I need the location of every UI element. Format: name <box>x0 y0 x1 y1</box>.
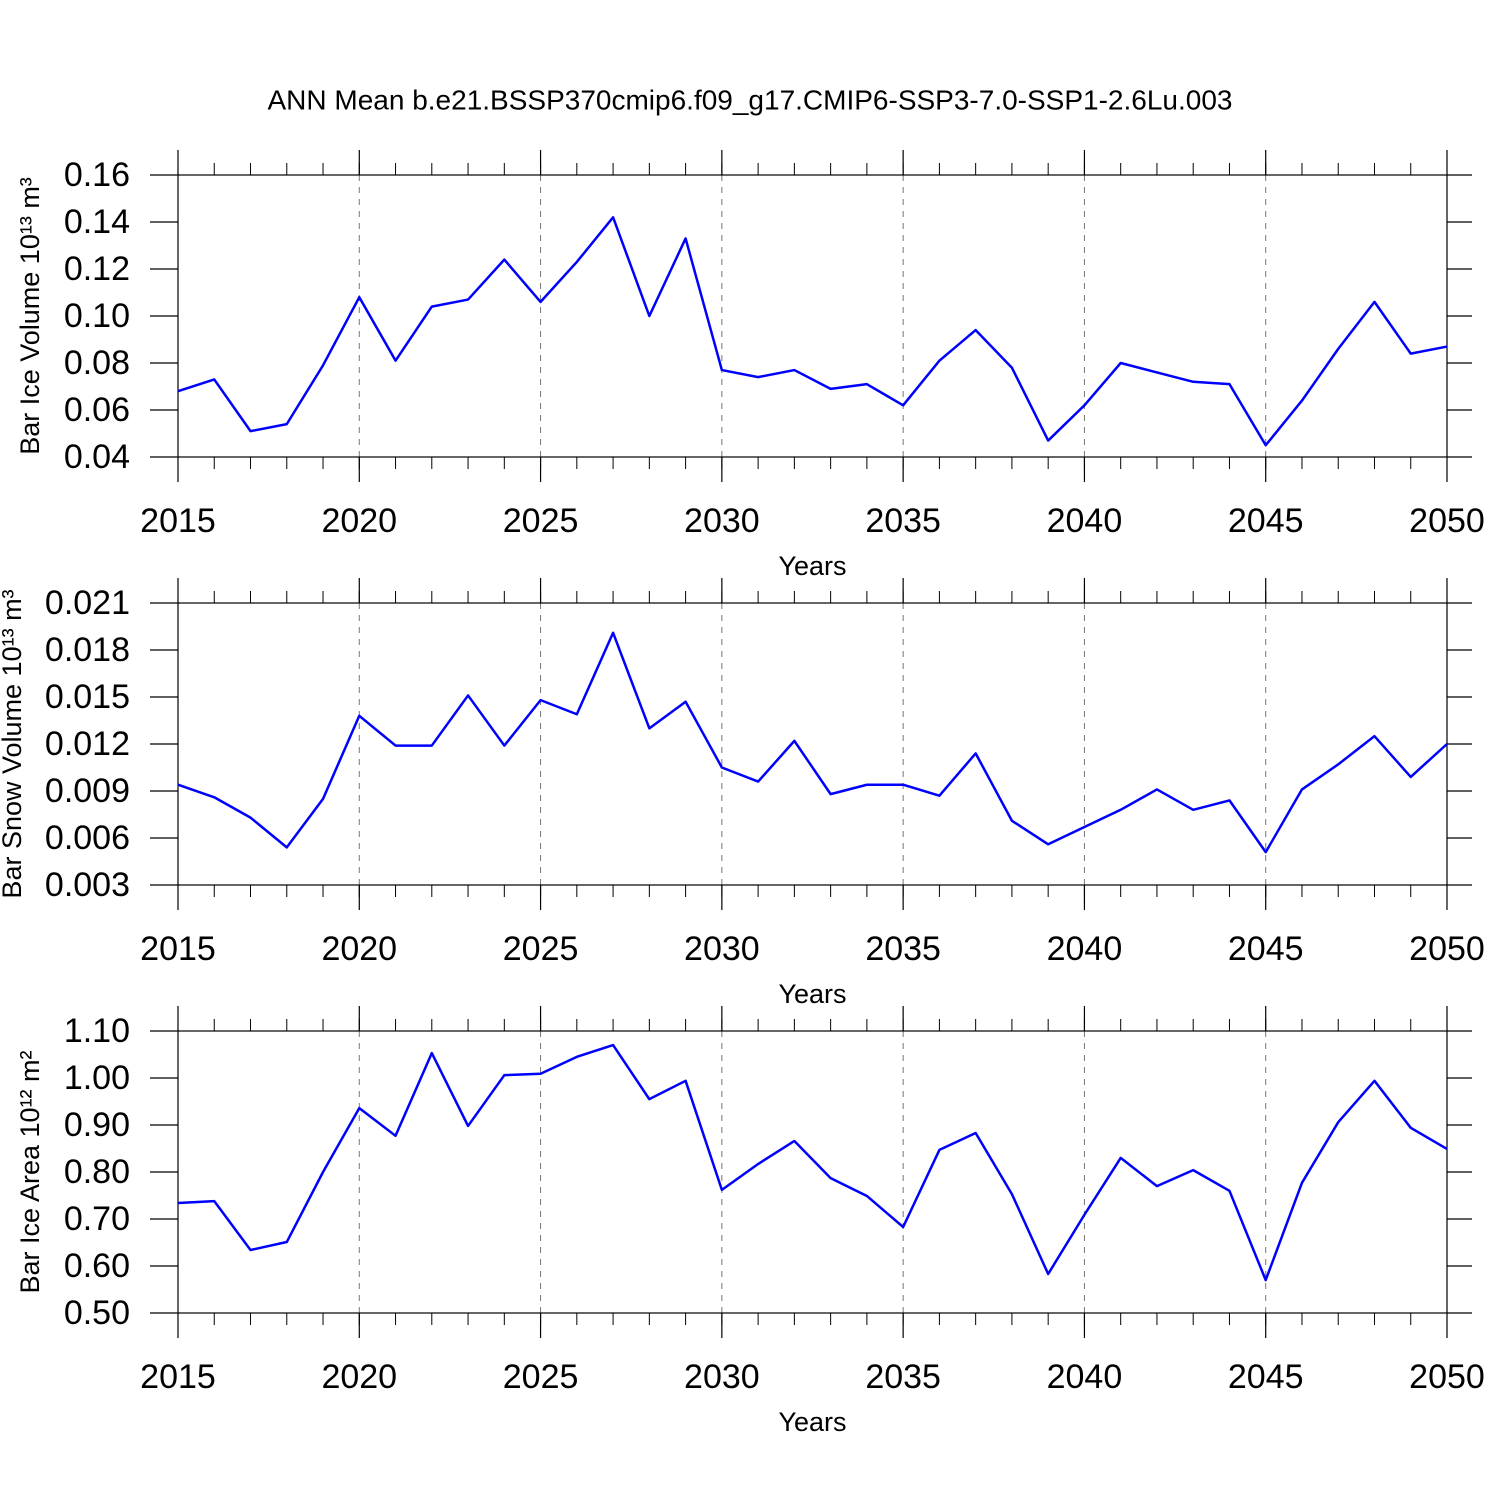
x-tick-label: 2045 <box>1228 930 1304 968</box>
y-tick-label: 0.16 <box>64 156 130 194</box>
y-tick-label: 0.70 <box>64 1200 130 1238</box>
x-tick-label: 2025 <box>503 930 579 968</box>
y-tick-label: 0.003 <box>45 866 130 904</box>
x-tick-label: 2020 <box>321 930 397 968</box>
x-tick-label: 2045 <box>1228 1358 1304 1396</box>
y-tick-label: 1.10 <box>64 1012 130 1050</box>
y-tick-label: 0.80 <box>64 1153 130 1191</box>
x-tick-label: 2045 <box>1228 502 1304 540</box>
x-tick-label: 2050 <box>1409 930 1485 968</box>
x-tick-label: 2030 <box>684 930 760 968</box>
x-tick-label: 2020 <box>321 502 397 540</box>
x-tick-label: 2050 <box>1409 1358 1485 1396</box>
y-tick-label: 0.006 <box>45 819 130 857</box>
y-tick-label: 0.021 <box>45 584 130 622</box>
y-axis-label: Bar Ice Volume 10¹³ m³ <box>15 177 45 455</box>
x-tick-label: 2040 <box>1047 1358 1123 1396</box>
data-line <box>177 216 1448 447</box>
x-tick-label: 2050 <box>1409 502 1485 540</box>
plot-frame <box>177 174 1448 458</box>
x-tick-label: 2035 <box>865 930 941 968</box>
plot-frame <box>177 1030 1448 1314</box>
y-axis-label: Bar Snow Volume 10¹³ m³ <box>0 589 27 898</box>
y-tick-label: 0.06 <box>64 391 130 429</box>
data-line <box>177 1043 1448 1282</box>
x-axis-label: Years <box>778 979 846 1009</box>
x-tick-label: 2040 <box>1047 502 1123 540</box>
x-tick-label: 2025 <box>503 502 579 540</box>
x-axis-label: Years <box>778 551 846 581</box>
x-tick-label: 2035 <box>865 502 941 540</box>
x-tick-label: 2015 <box>140 502 216 540</box>
y-axis-label: Bar Ice Area 10¹² m² <box>15 1050 45 1293</box>
y-tick-label: 0.14 <box>64 203 130 241</box>
x-tick-label: 2020 <box>321 1358 397 1396</box>
y-tick-label: 0.10 <box>64 297 130 335</box>
y-tick-label: 0.08 <box>64 344 130 382</box>
x-tick-label: 2030 <box>684 1358 760 1396</box>
y-tick-label: 0.015 <box>45 678 130 716</box>
y-tick-label: 0.04 <box>64 438 130 476</box>
x-tick-label: 2015 <box>140 930 216 968</box>
y-tick-label: 0.60 <box>64 1247 130 1285</box>
y-tick-label: 0.009 <box>45 772 130 810</box>
x-tick-label: 2030 <box>684 502 760 540</box>
y-tick-label: 0.012 <box>45 725 130 763</box>
x-tick-label: 2015 <box>140 1358 216 1396</box>
x-axis-label: Years <box>778 1407 846 1437</box>
x-tick-label: 2035 <box>865 1358 941 1396</box>
y-tick-label: 1.00 <box>64 1059 130 1097</box>
x-tick-label: 2040 <box>1047 930 1123 968</box>
y-tick-label: 0.12 <box>64 250 130 288</box>
data-line <box>177 631 1448 854</box>
y-tick-label: 0.50 <box>64 1294 130 1332</box>
y-tick-label: 0.018 <box>45 631 130 669</box>
y-tick-label: 0.90 <box>64 1106 130 1144</box>
plot-frame <box>177 602 1448 886</box>
figure-title: ANN Mean b.e21.BSSP370cmip6.f09_g17.CMIP… <box>267 84 1232 115</box>
x-tick-label: 2025 <box>503 1358 579 1396</box>
